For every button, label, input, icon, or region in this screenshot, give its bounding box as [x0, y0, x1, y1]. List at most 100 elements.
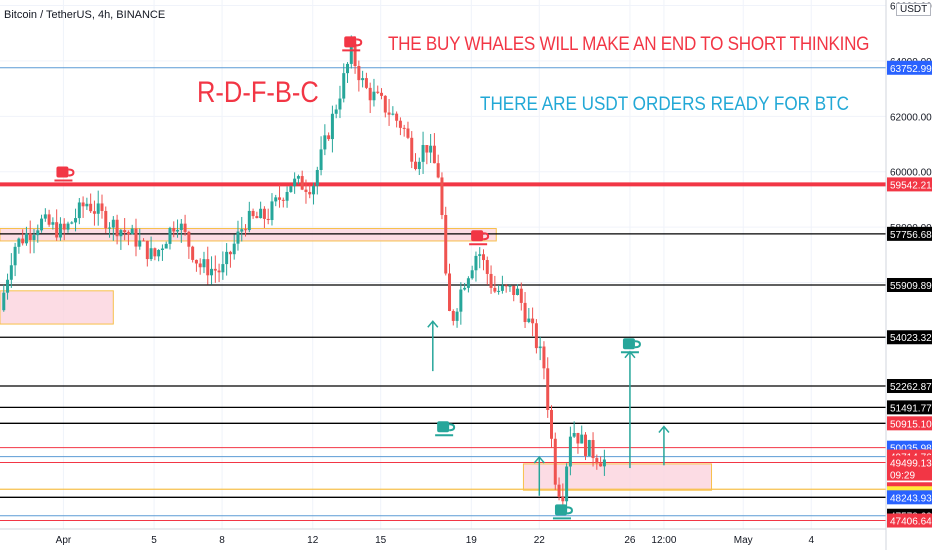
price-axis[interactable]: 66000.0064000.0062000.0060000.0058000.00…: [885, 0, 932, 550]
y-tick-label: 62000.00: [890, 112, 932, 123]
price-tag: [887, 330, 932, 345]
candle-body: [85, 203, 89, 207]
candle-body: [17, 238, 21, 247]
candle-body: [115, 219, 119, 237]
price-tag: [887, 226, 932, 241]
candle-body: [160, 248, 164, 250]
coffee-cup-icon: [552, 504, 573, 520]
candle-body: [319, 149, 323, 170]
candle-body: [553, 438, 557, 485]
candle-body: [2, 292, 6, 311]
candle-body: [262, 208, 266, 219]
candle-body: [281, 199, 285, 201]
candle-body: [266, 218, 270, 221]
countdown-label: 09:29: [890, 471, 915, 482]
candle-body: [92, 211, 96, 214]
time-axis[interactable]: Apr 5 8 12 15 19 22 26 12:00 May 4: [0, 528, 886, 546]
candle-body: [364, 78, 368, 88]
candle-body: [346, 63, 350, 74]
candle-body: [451, 310, 455, 321]
x-tick-label: 12: [307, 535, 319, 546]
candle-body: [565, 466, 569, 502]
candle-body: [104, 210, 108, 229]
x-tick-label: 26: [624, 535, 636, 546]
countdown-tag: [887, 468, 932, 481]
candle-body: [493, 287, 497, 292]
x-tick-label: 8: [219, 535, 225, 546]
candle-body: [240, 229, 244, 232]
x-tick-label: 15: [375, 535, 387, 546]
cup-handle: [68, 168, 75, 177]
candle-body: [414, 161, 418, 170]
price-tag: [887, 177, 932, 192]
candle-body: [315, 169, 319, 186]
price-tag: [887, 60, 932, 75]
grid: [0, 0, 886, 529]
candle-body: [119, 230, 123, 237]
candle-body: [153, 248, 157, 257]
x-tick-label: 4: [808, 535, 814, 546]
cup-body: [554, 504, 567, 516]
candle-body: [417, 161, 421, 170]
zone-mid: [0, 227, 497, 242]
candle-body: [361, 78, 365, 81]
candle-body: [497, 290, 501, 292]
candle-body: [410, 137, 414, 162]
price-tag-label: 47406.64: [890, 517, 932, 528]
candle-body: [455, 311, 459, 321]
candle-body: [542, 346, 546, 369]
x-tick-label: May: [734, 535, 753, 546]
candle-body: [255, 216, 259, 219]
price-tag-label: 59542.21: [890, 180, 932, 191]
price-levels: [0, 67, 886, 522]
candle-body: [123, 230, 127, 233]
candle-body: [599, 463, 603, 467]
up-arrow-head: [427, 320, 439, 328]
candle-body: [357, 65, 361, 81]
candle-body: [304, 189, 308, 192]
candle-body: [504, 285, 508, 287]
price-tag-label: 52262.87: [890, 382, 932, 393]
price-tag: [887, 490, 932, 505]
price-tag-label: 57756.68: [890, 230, 932, 241]
candle-body: [24, 233, 28, 244]
candle-body: [221, 264, 225, 273]
candle-body: [191, 246, 195, 260]
candle-body: [134, 228, 138, 247]
price-tag: [887, 379, 932, 394]
candle-body: [289, 186, 293, 192]
cup-body: [344, 36, 357, 48]
candle-body: [402, 127, 406, 129]
candle-body: [21, 238, 25, 244]
candle-body: [70, 222, 74, 224]
candle-body: [293, 178, 297, 187]
candle-body: [172, 227, 176, 232]
candle-body: [432, 145, 436, 164]
price-tag: [887, 400, 932, 415]
candle-body: [474, 255, 478, 271]
candle-body: [429, 145, 433, 153]
candle-body: [142, 240, 146, 242]
candle-body: [58, 223, 62, 238]
price-tag-label: 50035.98: [890, 444, 932, 455]
candle-body: [534, 323, 538, 349]
candle-body: [96, 203, 100, 214]
symbol-title: Bitcoin / TetherUS, 4h, BINANCE: [4, 9, 166, 21]
candle-body: [349, 43, 353, 64]
cup-body: [622, 338, 635, 350]
currency-button[interactable]: USDT: [896, 3, 932, 16]
cup-handle: [356, 38, 363, 47]
candle-body: [270, 201, 274, 221]
candle-body: [198, 263, 202, 268]
cup-handle: [449, 423, 456, 432]
candle-body: [591, 440, 595, 459]
candle-body: [602, 459, 606, 467]
candle-body: [217, 270, 221, 273]
candle-body: [176, 229, 180, 232]
coffee-cup-icon: [54, 166, 75, 182]
candle-body: [436, 163, 440, 178]
candle-body: [527, 318, 531, 323]
candle-body: [568, 436, 572, 467]
cup-handle: [634, 340, 641, 349]
